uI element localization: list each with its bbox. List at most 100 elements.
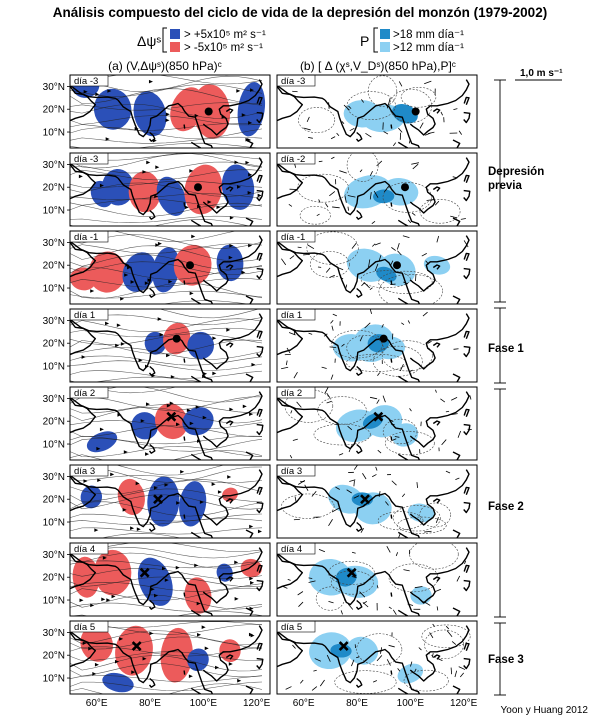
streamfunction-map-row-4: día 1 [69, 308, 271, 383]
day-label: día 1 [281, 310, 302, 321]
rain-area [346, 636, 379, 665]
negative-anomaly [222, 487, 238, 502]
coastline [117, 489, 214, 538]
coastline [183, 670, 186, 675]
legend-positive-swatch [170, 29, 180, 39]
legend-precipitation: P >18 mm día⁻¹ >12 mm día⁻¹ [360, 27, 464, 54]
coastline [463, 252, 470, 261]
coastline [277, 631, 303, 668]
coastline [190, 375, 202, 382]
precipitation-map-row-4: día 1 [276, 308, 478, 383]
lon-tick-label: 100°E [397, 698, 425, 709]
positive-anomaly [93, 88, 132, 130]
coastline [409, 157, 470, 214]
coastline [225, 108, 234, 114]
coastline [190, 219, 202, 226]
day-label: día 3 [74, 466, 95, 477]
coastline [277, 397, 303, 434]
coastline [277, 85, 303, 122]
lat-tick-label: 10°N [43, 284, 65, 295]
depression-center-cross [338, 641, 349, 652]
legend-right-symbol: P [360, 33, 369, 49]
coastline [409, 625, 470, 682]
phase-label: Fase 1 [488, 343, 524, 355]
coastline [70, 630, 119, 647]
lat-tick-label: 20°N [43, 651, 65, 662]
coastline [463, 174, 470, 183]
coastline [225, 342, 234, 348]
depression-center-cross [373, 411, 384, 422]
coastline [452, 529, 461, 538]
precipitation-map-row-2: día -2 [276, 152, 478, 227]
coastline [324, 99, 421, 148]
coastline [463, 111, 471, 124]
coastline [452, 685, 461, 694]
coastline [256, 501, 264, 514]
lat-tick-label: 20°N [43, 183, 65, 194]
coastline [390, 514, 393, 519]
coastline [355, 131, 363, 142]
coastline [256, 642, 263, 651]
coastline [452, 139, 461, 148]
streamfunction-map-row-7: día 4 [69, 542, 271, 617]
coastline [277, 474, 326, 491]
coastline [390, 124, 393, 129]
day-label: día -1 [74, 232, 98, 243]
lat-tick-label: 20°N [43, 573, 65, 584]
coastline [202, 625, 263, 682]
negative-anomaly [115, 625, 153, 676]
day-label: día 3 [281, 466, 302, 477]
coastline [397, 453, 409, 460]
lat-tick-label: 10°N [43, 362, 65, 373]
coastline [324, 567, 421, 616]
coastline [409, 391, 470, 448]
lon-tick-label: 80°E [139, 698, 161, 709]
coastline [256, 330, 263, 339]
figure-title: Análisis compuesto del ciclo de vida de … [53, 5, 547, 20]
coastline [117, 333, 214, 382]
lon-tick-label: 80°E [346, 698, 368, 709]
streamfunction-map-row-2: día -3 [69, 152, 271, 227]
coastline [452, 373, 461, 382]
lat-tick-label: 10°N [43, 674, 65, 685]
coastline [256, 96, 263, 105]
coastline [183, 436, 186, 441]
coastline [70, 474, 119, 491]
positive-anomaly [101, 168, 135, 206]
coastline [190, 141, 202, 148]
coastline [463, 642, 470, 651]
precipitation-map-row-8: día 5 [276, 620, 478, 695]
coastline [463, 564, 470, 573]
coastline [256, 111, 264, 124]
coastline [355, 599, 363, 610]
coastline [225, 498, 234, 504]
coastline [432, 498, 441, 504]
coastline [277, 396, 326, 413]
positive-anomaly [187, 331, 214, 360]
depression-center-dot [186, 261, 194, 270]
day-label: día -2 [281, 154, 305, 165]
coastline [452, 295, 461, 304]
coastline [355, 677, 363, 688]
depression-center-dot [379, 334, 388, 343]
lat-tick-label: 10°N [43, 518, 65, 529]
negative-anomaly [88, 251, 127, 293]
coastline [202, 235, 263, 292]
coastline [397, 141, 409, 148]
coastline [70, 163, 96, 200]
coastline [452, 217, 461, 226]
coastline [463, 408, 470, 417]
depression-center-cross [153, 494, 163, 505]
coastline [70, 84, 119, 101]
coastline [256, 657, 264, 670]
coastline [463, 189, 471, 202]
positive-anomaly [86, 431, 118, 453]
precipitation-map-row-7: día 4 [276, 542, 478, 617]
coastline [463, 330, 470, 339]
coastline [409, 469, 470, 526]
coastline [190, 609, 202, 616]
coastline [190, 453, 202, 460]
coastline [277, 630, 326, 647]
coastline [277, 318, 326, 335]
phase-label: Fase 2 [488, 501, 524, 513]
